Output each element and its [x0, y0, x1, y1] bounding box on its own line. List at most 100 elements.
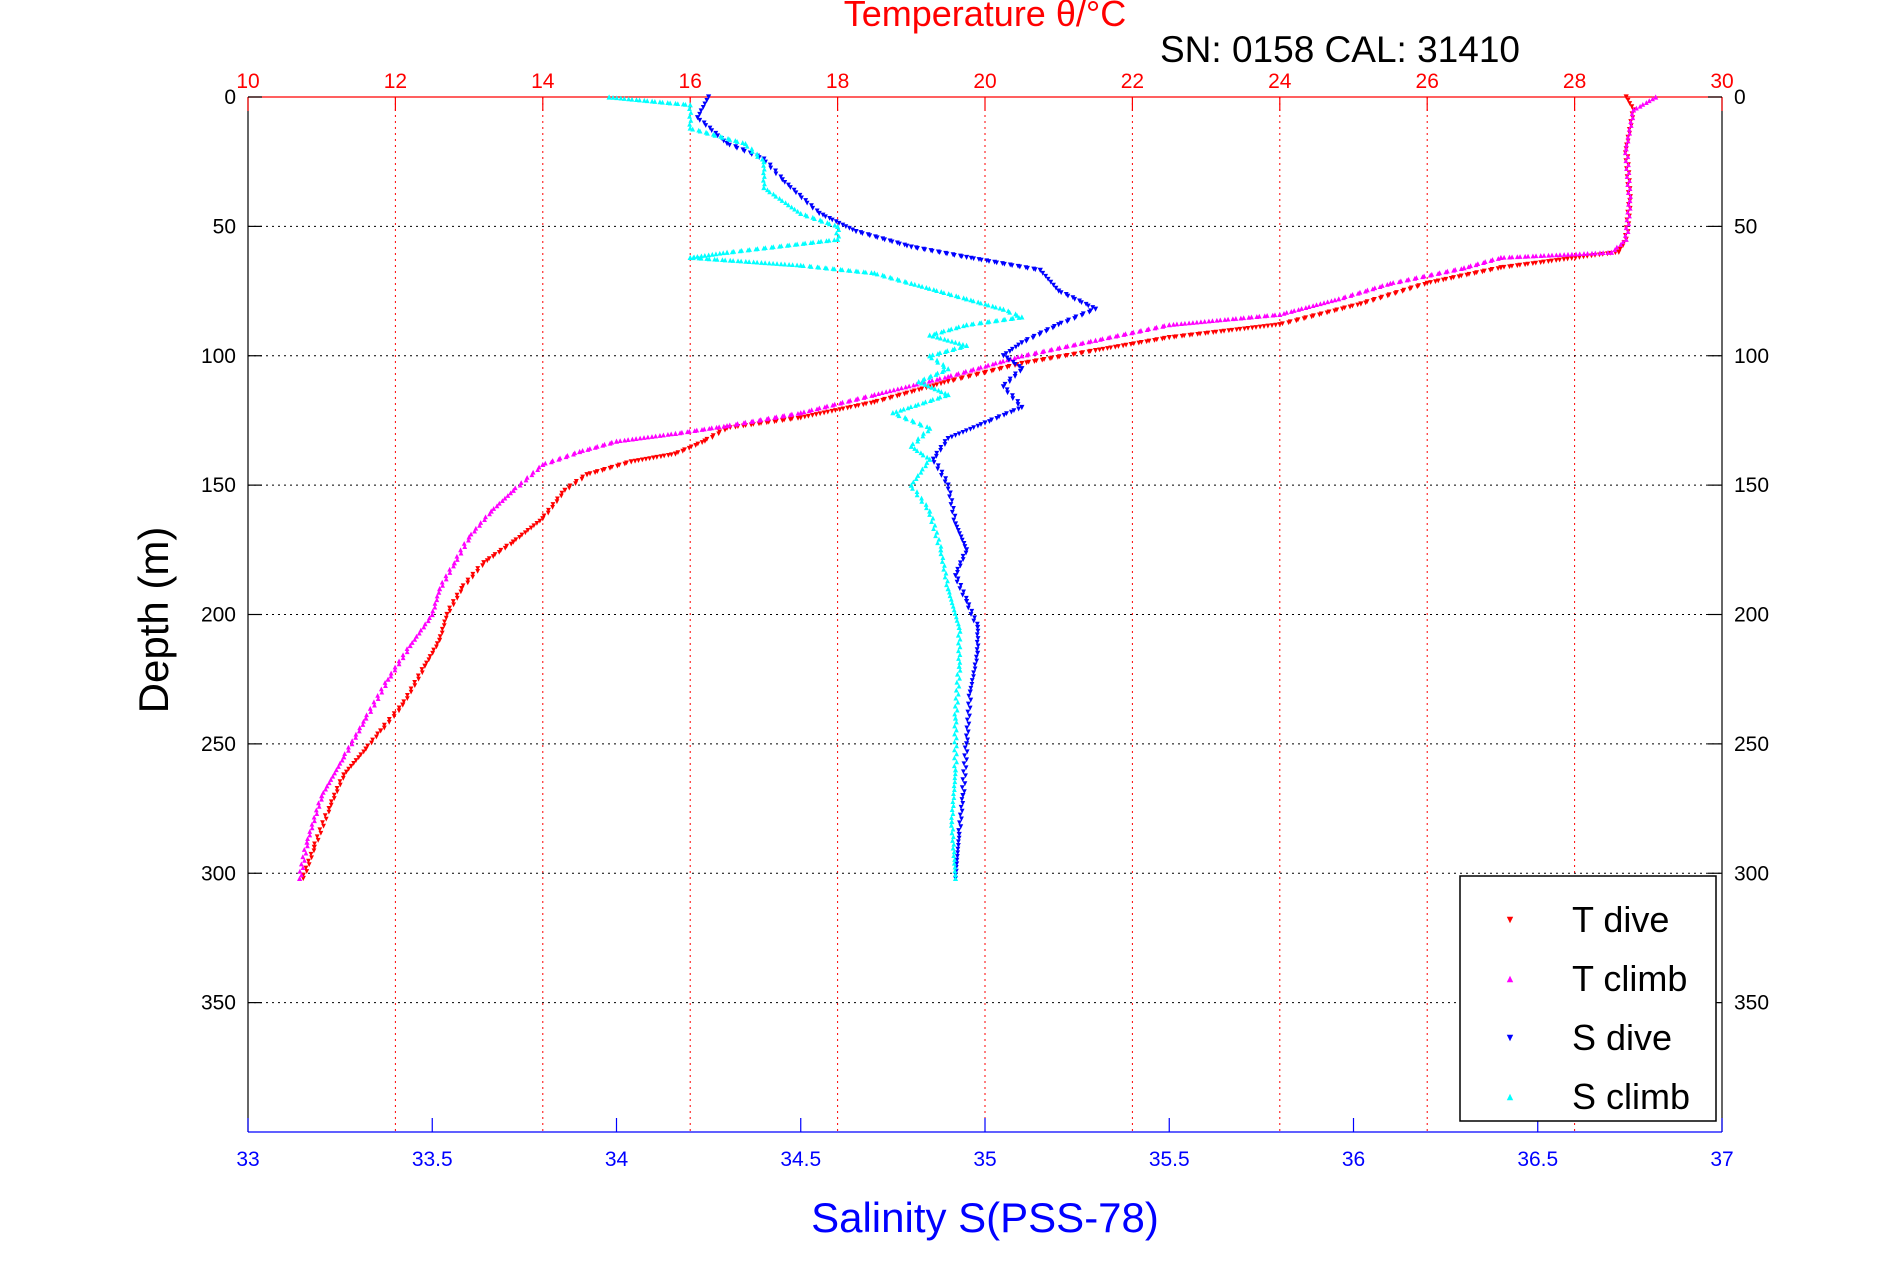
data-point [353, 735, 359, 740]
data-point [1451, 267, 1456, 273]
data-point [481, 560, 487, 566]
data-point [990, 303, 996, 309]
data-point [741, 420, 747, 426]
data-point [319, 796, 324, 802]
data-point [803, 198, 809, 203]
data-point [956, 835, 962, 841]
data-point [934, 529, 940, 535]
data-point [1032, 359, 1037, 364]
data-point [1246, 314, 1252, 320]
depth-tick-label-right: 100 [1734, 345, 1769, 368]
data-point [447, 566, 453, 572]
data-point [540, 516, 546, 522]
data-point [949, 600, 955, 606]
data-point [939, 469, 945, 475]
data-point [1015, 402, 1021, 407]
data-point [762, 260, 768, 266]
data-point [1016, 342, 1022, 348]
data-point [975, 643, 981, 649]
data-point [358, 752, 364, 758]
data-point [955, 640, 961, 646]
data-point [780, 413, 785, 419]
data-point [761, 184, 767, 191]
data-point [934, 334, 940, 340]
data-point [931, 383, 937, 389]
data-point [926, 383, 931, 389]
data-point [312, 841, 317, 847]
data-point [745, 247, 751, 253]
data-point [1626, 170, 1632, 176]
legend-marker [1506, 1034, 1514, 1042]
data-point [816, 239, 822, 245]
data-point [1121, 332, 1127, 337]
data-point [447, 605, 452, 611]
data-point [534, 521, 540, 526]
temperature-axis-ticks: 10 12 14 16 18 20 22 24 26 28 30 [236, 70, 1734, 111]
data-point [566, 485, 572, 491]
data-point [1265, 323, 1271, 329]
data-point [368, 709, 374, 714]
data-point [1051, 282, 1056, 288]
data-point [487, 511, 492, 517]
data-point [753, 246, 759, 252]
data-point [484, 558, 490, 564]
data-point [441, 623, 447, 628]
data-point [658, 454, 664, 460]
data-point [783, 200, 788, 206]
data-point [332, 770, 338, 776]
data-point [1538, 253, 1544, 258]
data-point [957, 820, 962, 826]
data-point [373, 734, 379, 740]
data-point [948, 822, 954, 828]
data-point [1301, 316, 1307, 322]
data-point [320, 789, 326, 795]
data-point [746, 259, 752, 264]
data-point [1435, 271, 1441, 276]
data-point [502, 495, 508, 501]
data-point [795, 208, 801, 214]
data-point [968, 612, 974, 617]
data-point [824, 265, 830, 271]
data-point [832, 266, 837, 272]
data-point [1355, 290, 1361, 296]
data-point [1530, 261, 1536, 267]
data-point [447, 570, 453, 575]
data-point [942, 439, 948, 444]
data-point [639, 457, 645, 463]
data-point [954, 854, 960, 859]
data-point [956, 340, 962, 346]
data-point [955, 850, 961, 856]
data-point [392, 664, 398, 670]
data-point [462, 544, 468, 549]
data-point [936, 536, 942, 542]
data-point [556, 456, 562, 462]
data-point [600, 442, 606, 448]
data-point [432, 601, 438, 606]
data-point [422, 663, 428, 669]
data-point [454, 595, 460, 601]
data-point [531, 523, 537, 529]
data-point [1412, 275, 1418, 281]
data-point [434, 597, 440, 603]
data-point [931, 526, 936, 532]
data-point [1332, 297, 1338, 303]
data-point [1495, 256, 1501, 261]
data-point [836, 227, 842, 233]
data-point [962, 544, 968, 549]
data-point [889, 239, 895, 245]
data-point [1085, 303, 1091, 309]
data-point [1634, 105, 1639, 111]
data-point [957, 560, 963, 566]
data-point [1464, 272, 1470, 278]
data-point [952, 872, 958, 878]
data-point [957, 628, 963, 634]
data-point [952, 711, 958, 717]
data-point [953, 433, 958, 438]
data-point [899, 385, 904, 391]
data-point [1012, 374, 1018, 379]
data-point [1317, 312, 1322, 318]
data-point [1105, 346, 1110, 351]
data-point [756, 421, 762, 427]
data-point [850, 227, 856, 233]
data-point [777, 195, 782, 201]
